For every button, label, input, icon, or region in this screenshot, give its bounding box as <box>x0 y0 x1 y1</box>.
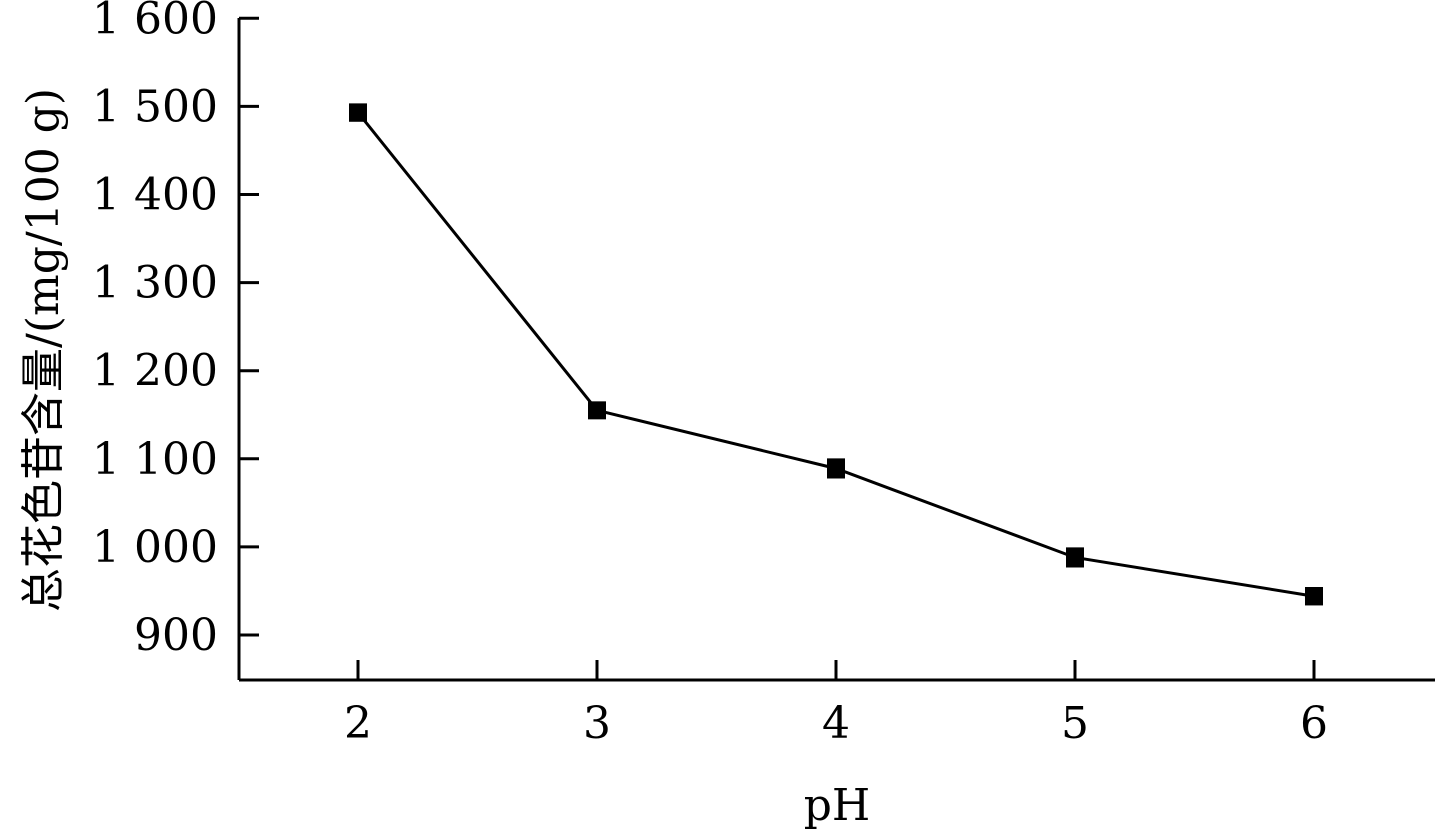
axes <box>237 18 1435 682</box>
data-point-marker <box>1305 587 1323 606</box>
x-ticks: 2 3 4 5 6 <box>344 660 1328 749</box>
x-tick-label: 3 <box>583 698 611 749</box>
y-tick-label: 1 100 <box>92 434 218 485</box>
x-axis-title: pH <box>804 780 871 831</box>
y-tick-label: 1 600 <box>92 0 218 44</box>
y-tick-label: 1 200 <box>92 346 218 397</box>
y-tick-label: 1 400 <box>92 170 218 221</box>
data-point-marker <box>349 103 367 122</box>
y-ticks: 900 1 000 1 100 1 200 1 300 1 400 1 500 1 600 <box>92 0 259 661</box>
series <box>349 103 1323 606</box>
y-tick-label: 1 500 <box>92 81 218 132</box>
x-tick-label: 4 <box>822 698 850 749</box>
y-tick-label: 1 000 <box>92 522 218 573</box>
x-tick-label: 2 <box>344 698 372 749</box>
y-axis-title: 总花色苷含量/(mg/100 g) <box>18 88 69 612</box>
y-tick-label: 900 <box>134 610 218 661</box>
x-tick-label: 6 <box>1300 698 1328 749</box>
x-tick-label: 5 <box>1061 698 1089 749</box>
data-point-marker <box>827 459 845 478</box>
data-point-marker <box>588 401 606 420</box>
data-point-marker <box>1066 548 1084 567</box>
series-line <box>356 111 1315 598</box>
y-tick-label: 1 300 <box>92 258 218 309</box>
